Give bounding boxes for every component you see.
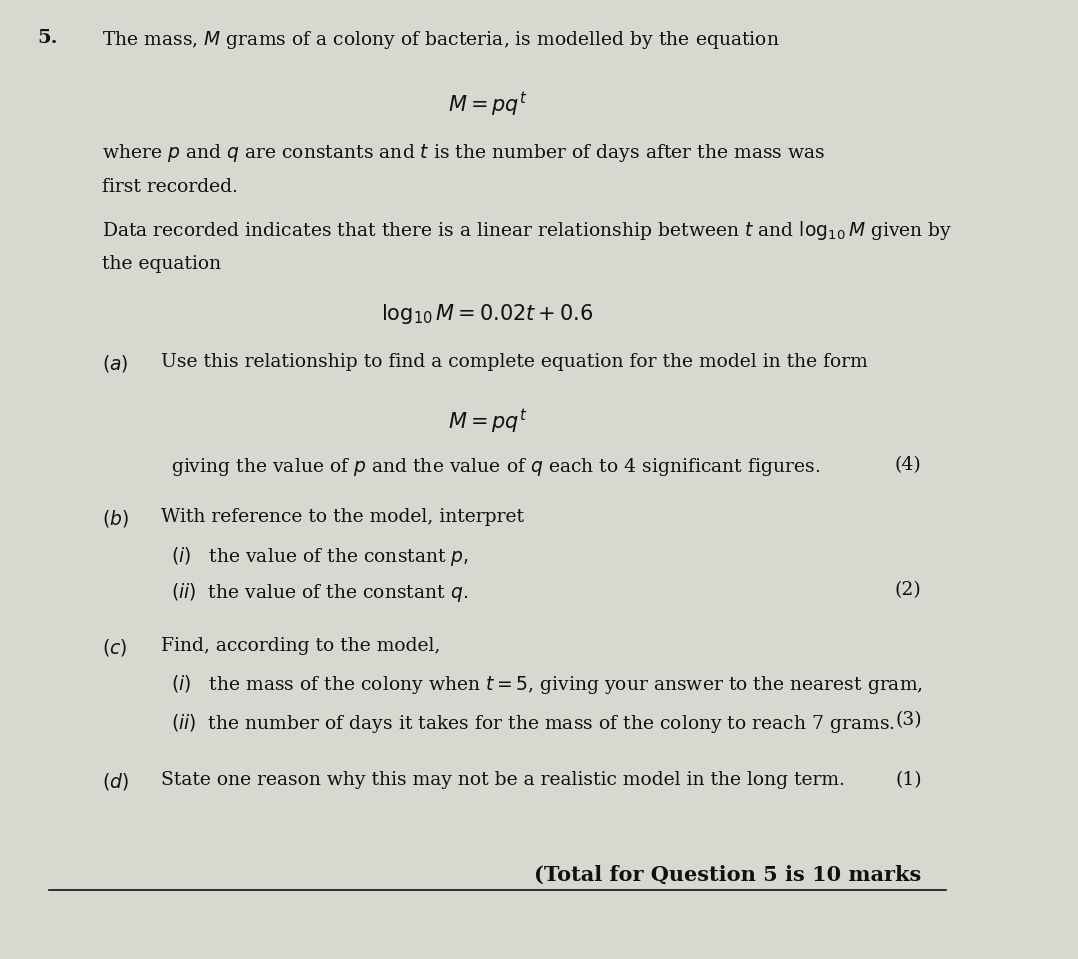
- Text: (Total for Question 5 is 10 marks: (Total for Question 5 is 10 marks: [535, 865, 922, 885]
- Text: $\log_{10} M = 0.02t + 0.6$: $\log_{10} M = 0.02t + 0.6$: [382, 302, 594, 326]
- Text: giving the value of $p$ and the value of $q$ each to 4 significant figures.: giving the value of $p$ and the value of…: [170, 456, 820, 479]
- Text: $(a)$: $(a)$: [102, 353, 129, 374]
- Text: (1): (1): [895, 771, 922, 789]
- Text: Data recorded indicates that there is a linear relationship between $t$ and $\lo: Data recorded indicates that there is a …: [102, 219, 953, 242]
- Text: $(i)$   the value of the constant $p,$: $(i)$ the value of the constant $p,$: [170, 545, 469, 568]
- Text: 5.: 5.: [37, 29, 57, 47]
- Text: The mass, $M$ grams of a colony of bacteria, is modelled by the equation: The mass, $M$ grams of a colony of bacte…: [102, 29, 780, 51]
- Text: State one reason why this may not be a realistic model in the long term.: State one reason why this may not be a r…: [161, 771, 845, 789]
- Text: $M = pq^t$: $M = pq^t$: [448, 407, 527, 435]
- Text: where $p$ and $q$ are constants and $t$ is the number of days after the mass was: where $p$ and $q$ are constants and $t$ …: [102, 142, 826, 164]
- Text: the equation: the equation: [102, 255, 222, 273]
- Text: With reference to the model, interpret: With reference to the model, interpret: [161, 508, 524, 526]
- Text: $(i)$   the mass of the colony when $t = 5$, giving your answer to the nearest g: $(i)$ the mass of the colony when $t = 5…: [170, 673, 923, 696]
- Text: Use this relationship to find a complete equation for the model in the form: Use this relationship to find a complete…: [161, 353, 868, 371]
- Text: first recorded.: first recorded.: [102, 178, 238, 197]
- Text: Find, according to the model,: Find, according to the model,: [161, 637, 440, 655]
- Text: (3): (3): [895, 712, 922, 730]
- Text: $(c)$: $(c)$: [102, 637, 127, 658]
- Text: $(d)$: $(d)$: [102, 771, 129, 792]
- Text: $(b)$: $(b)$: [102, 508, 129, 529]
- Text: (4): (4): [895, 456, 922, 475]
- Text: $(ii)$  the value of the constant $q.$: $(ii)$ the value of the constant $q.$: [170, 581, 468, 604]
- Text: $M = pq^t$: $M = pq^t$: [448, 90, 527, 119]
- Text: (2): (2): [895, 581, 922, 599]
- Text: $(ii)$  the number of days it takes for the mass of the colony to reach 7 grams.: $(ii)$ the number of days it takes for t…: [170, 712, 895, 735]
